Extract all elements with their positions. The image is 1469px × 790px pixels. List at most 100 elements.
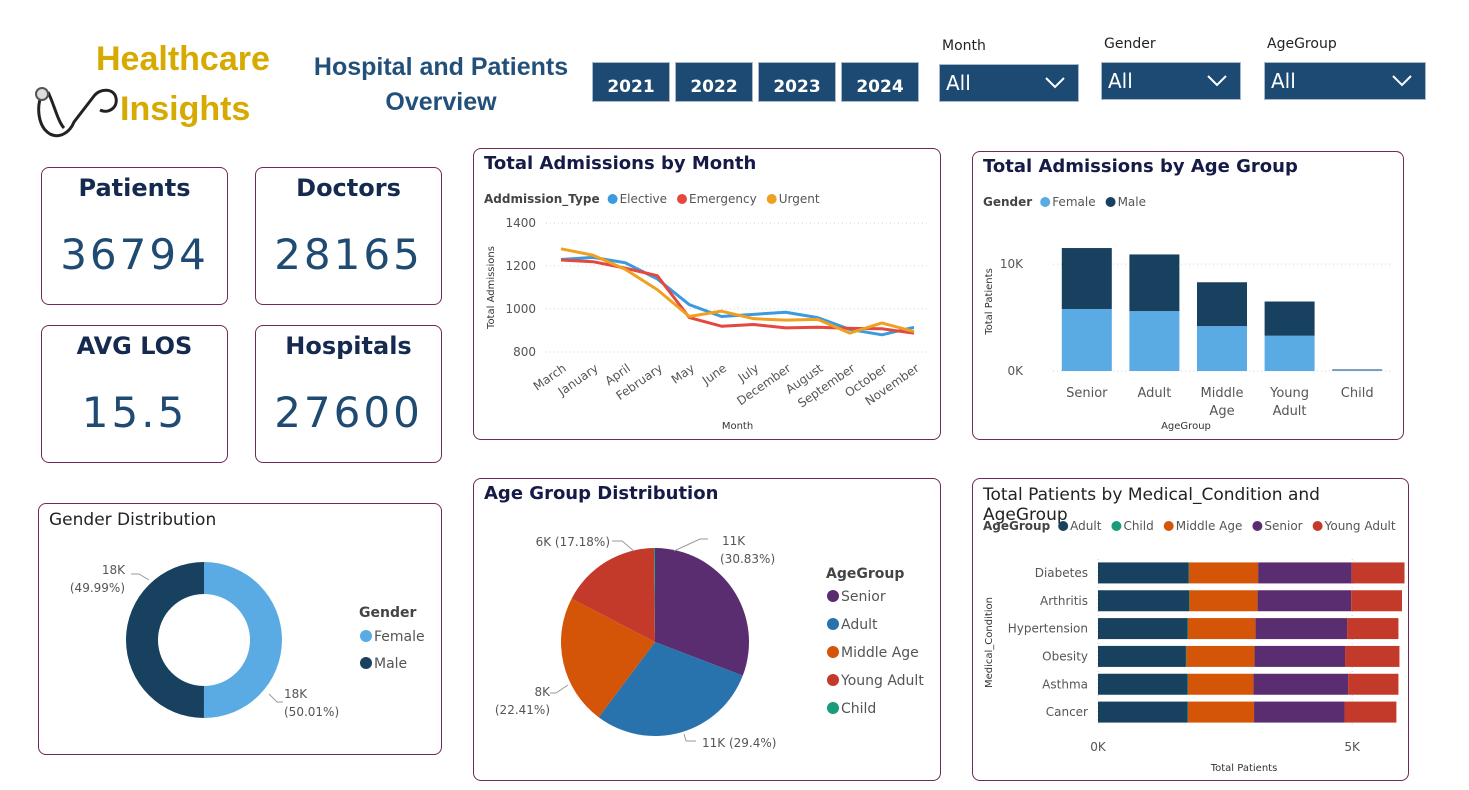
x-tick-label: Young xyxy=(1269,386,1309,401)
donut-slice-male xyxy=(126,562,204,718)
callout-line xyxy=(268,693,283,703)
x-tick-label: Child xyxy=(1341,386,1374,401)
bar-segment-child xyxy=(1185,645,1187,667)
bar-segment-male xyxy=(1197,282,1247,327)
admissions-by-month-card: Total Admissions by Month Addmission_Typ… xyxy=(473,148,941,440)
legend-marker xyxy=(827,646,839,658)
bar-segment-young-adult xyxy=(1348,673,1399,695)
x-axis-label: Total Patients xyxy=(1210,763,1278,774)
agegroup-filter-label: AgeGroup xyxy=(1267,36,1337,52)
chart-title: Total Admissions by Age Group xyxy=(983,156,1298,177)
agegroup-pie-chart: 11K (30.83%) 11K (29.4%) 8K (22.41%) 6K (17.1… xyxy=(495,534,924,750)
bar-segment-middle-age xyxy=(1186,645,1255,667)
kpi-value: 15.5 xyxy=(81,388,188,437)
y-tick-label: Obesity xyxy=(1042,649,1088,663)
bar-segment-male xyxy=(1061,248,1112,309)
legend-label: Emergency xyxy=(689,192,757,206)
page-title-line1: Hospital and Patients xyxy=(313,53,569,81)
legend-label: Senior xyxy=(1264,519,1302,533)
legend-label: Young Adult xyxy=(1324,519,1396,533)
callout-line xyxy=(550,684,569,694)
year-button-2021[interactable]: 2021 xyxy=(592,62,670,102)
legend-marker xyxy=(607,194,618,204)
year-button-2023[interactable]: 2023 xyxy=(758,62,836,102)
callout-line xyxy=(612,540,635,552)
agegroup-distribution-card: Age Group Distribution 11K (30.83%) 11K (2… xyxy=(473,478,941,781)
chevron-down-icon xyxy=(1045,77,1065,89)
bar-segment-adult xyxy=(1098,645,1186,667)
pie-slice-senior xyxy=(655,548,749,676)
bar-segment-child xyxy=(1188,562,1189,584)
bar-segment-male xyxy=(1129,254,1180,312)
admissions-agegroup-bar-chart: Gender Female Male 0K 10K Total Patients Senio… xyxy=(983,195,1391,432)
agegroup-dropdown[interactable]: All xyxy=(1264,62,1426,100)
legend-label: Male xyxy=(374,656,407,672)
agegroup-dropdown-value: All xyxy=(1271,69,1296,93)
y-tick-label: Diabetes xyxy=(1035,566,1088,580)
x-tick-label: 0K xyxy=(1090,740,1107,754)
bar-segment-child xyxy=(1187,701,1188,723)
legend-label: Senior xyxy=(841,589,886,605)
x-axis-label: Month xyxy=(722,421,753,432)
bar-segment-adult xyxy=(1098,701,1188,723)
year-button-2022[interactable]: 2022 xyxy=(675,62,753,102)
bar-segment-senior xyxy=(1254,645,1346,667)
data-label: (50.01%) xyxy=(284,705,339,719)
callout-line xyxy=(683,733,696,742)
bar-segment-middle-age xyxy=(1187,618,1256,640)
bar-segment-child xyxy=(1188,590,1190,612)
bar-segment-female xyxy=(1197,326,1247,371)
month-dropdown-value: All xyxy=(946,71,971,95)
legend-label: Female xyxy=(374,629,425,645)
bar-segment-child xyxy=(1187,673,1188,695)
page-title-line2: Overview xyxy=(385,88,497,116)
bar-segment-adult xyxy=(1098,590,1189,612)
legend-label: Middle Age xyxy=(841,645,919,661)
legend-title: AgeGroup xyxy=(983,519,1051,533)
logo: Healthcare Insights xyxy=(34,38,284,138)
legend-marker xyxy=(1111,521,1122,531)
kpi-card-doctors: Doctors 28165 xyxy=(255,167,442,305)
bar-segment-young-adult xyxy=(1351,562,1405,584)
gender-dropdown[interactable]: All xyxy=(1101,62,1241,100)
year-button-2024[interactable]: 2024 xyxy=(841,62,919,102)
kpi-card-hospitals: Hospitals 27600 xyxy=(255,325,442,463)
x-tick-label: June xyxy=(699,361,729,388)
kpi-title: AVG LOS xyxy=(76,332,193,360)
chart-title: Age Group Distribution xyxy=(484,483,719,504)
admissions-line-chart: Addmission_Type Elective Emergency Urgent 80… xyxy=(484,192,929,432)
legend-marker xyxy=(827,674,839,686)
callout-line xyxy=(673,538,708,552)
legend-label: Male xyxy=(1118,195,1146,209)
data-label: (49.99%) xyxy=(70,581,125,595)
data-label: (30.83%) xyxy=(720,552,775,566)
data-label: 18K xyxy=(284,687,308,701)
gender-filter-label: Gender xyxy=(1104,36,1156,52)
x-tick-label: Middle xyxy=(1201,386,1244,401)
kpi-card-avg-los: AVG LOS 15.5 xyxy=(41,325,228,463)
patients-by-condition-card: Total Patients by Medical_Condition and … xyxy=(972,478,1409,781)
gender-donut-chart: 18K (50.01%) 18K (49.99%) Gender Female Male xyxy=(70,562,425,719)
y-tick-label: 800 xyxy=(513,345,536,359)
legend-title: Gender xyxy=(359,605,416,621)
chevron-down-icon xyxy=(1392,75,1412,87)
legend-marker xyxy=(360,657,372,669)
y-tick-label: 1200 xyxy=(505,259,536,273)
bar-segment-middle-age xyxy=(1187,673,1254,695)
legend-marker xyxy=(827,618,839,630)
month-dropdown[interactable]: All xyxy=(939,64,1079,102)
legend-marker xyxy=(766,194,777,204)
logo-text-line1: Healthcare xyxy=(96,40,270,78)
legend-marker xyxy=(1040,197,1051,207)
bar-segment-adult xyxy=(1098,673,1188,695)
chevron-down-icon xyxy=(1207,75,1227,87)
x-tick-label: 5K xyxy=(1344,740,1361,754)
legend-marker xyxy=(1058,521,1069,531)
kpi-card-patients: Patients 36794 xyxy=(41,167,228,305)
pie-slice-middle-age xyxy=(561,598,655,718)
legend-label: Urgent xyxy=(779,192,820,206)
bar-segment-senior xyxy=(1257,590,1352,612)
gender-dropdown-value: All xyxy=(1108,69,1133,93)
data-label: 11K (29.4%) xyxy=(702,736,776,750)
legend-label: Adult xyxy=(1070,519,1102,533)
